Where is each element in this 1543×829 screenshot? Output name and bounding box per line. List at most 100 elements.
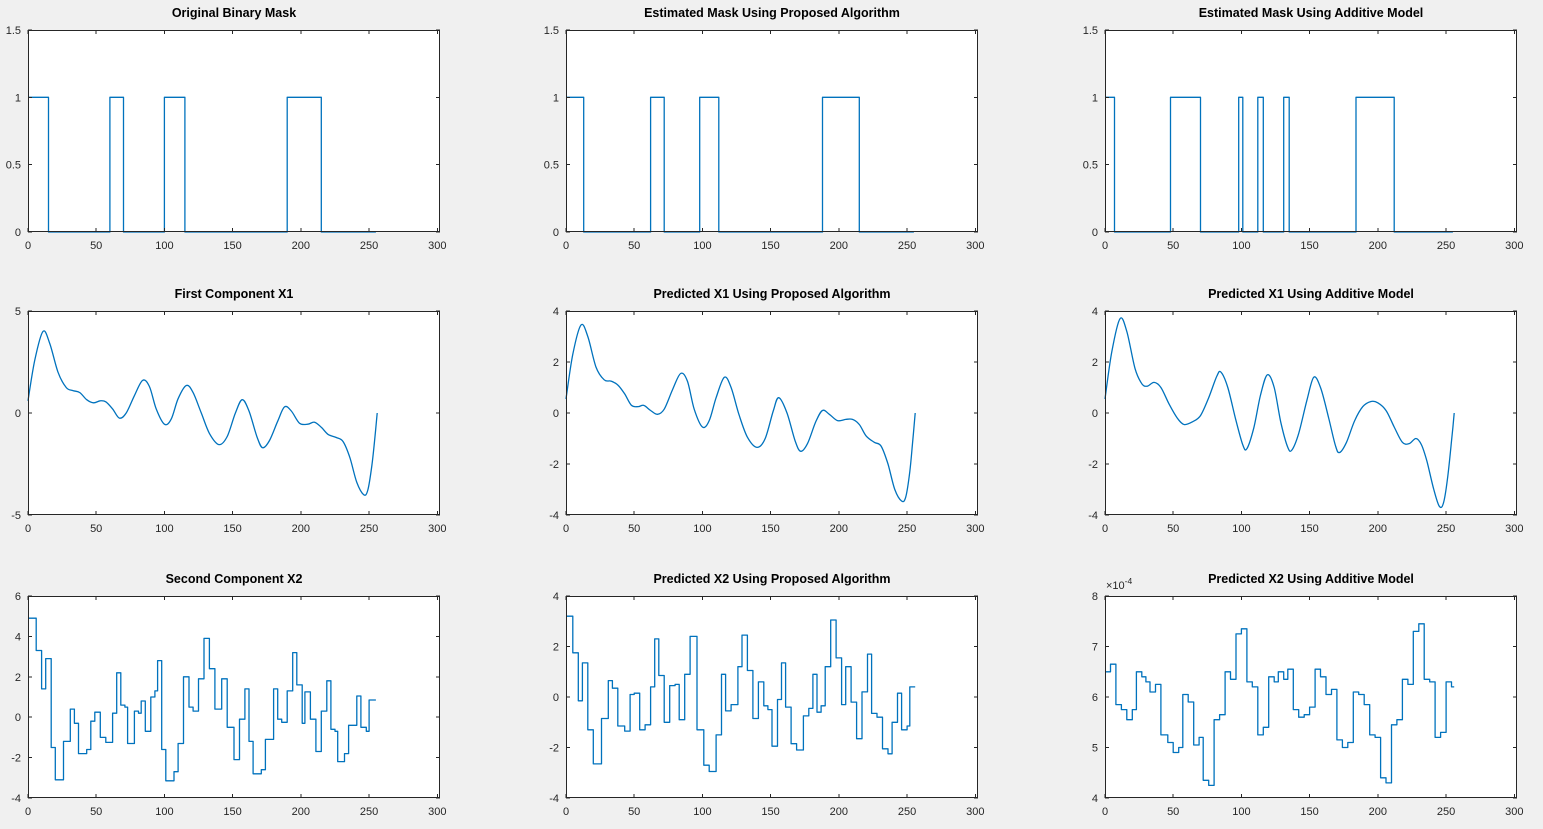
x-tick-label: 200 <box>1369 806 1387 818</box>
x-tick-label: 50 <box>90 240 102 252</box>
plot-canvas-second-component-x2: 0 50 100 150 200 250 300 -4 -2 0 2 4 6 <box>11 591 446 818</box>
tick-marks <box>565 310 978 516</box>
x-tick-label: 150 <box>761 240 779 252</box>
tick-marks <box>27 595 440 799</box>
y-tick-label: 0 <box>553 227 559 239</box>
plot-area <box>1105 30 1517 232</box>
x-tick-label: 300 <box>1505 523 1523 535</box>
x-tick-label: 300 <box>966 523 984 535</box>
tick-marks <box>27 310 440 516</box>
subplot-first-component-x1: First Component X1 0 50 100 150 200 250 300 -5 0… <box>0 283 462 549</box>
x-tick-label: 300 <box>428 806 446 818</box>
y-tick-label: 1 <box>553 92 559 104</box>
subplot-predicted-x1-additive: Predicted X1 Using Additive Model 0 50 100… <box>1060 283 1539 549</box>
plot-area <box>1105 596 1517 798</box>
y-tick-label: 0 <box>15 408 21 420</box>
x-tick-label: 150 <box>223 523 241 535</box>
subplot-predicted-x2-additive: Predicted X2 Using Additive Model 0 50 100… <box>1060 568 1539 829</box>
tick-marks <box>1104 29 1517 233</box>
x-tick-label: 0 <box>1102 523 1108 535</box>
tick-marks <box>565 29 978 233</box>
y-tick-label: 0.5 <box>1083 160 1098 172</box>
x-tick-label: 150 <box>761 806 779 818</box>
x-tick-label: 200 <box>830 240 848 252</box>
x-tick-label: 100 <box>1232 806 1250 818</box>
x-tick-label: 50 <box>1167 240 1179 252</box>
x-tick-label: 0 <box>563 523 569 535</box>
plot-area <box>566 30 978 232</box>
y-tick-label: 8 <box>1092 591 1098 603</box>
y-tick-label: 4 <box>1092 306 1098 318</box>
signal-line <box>1104 317 1455 509</box>
x-tick-label: 50 <box>1167 806 1179 818</box>
x-tick-label: 250 <box>360 240 378 252</box>
y-tick-label: 4 <box>553 591 559 603</box>
x-tick-label: 200 <box>1369 240 1387 252</box>
y-tick-label: 1 <box>15 92 21 104</box>
x-tick-label: 250 <box>898 806 916 818</box>
y-tick-label: 2 <box>15 672 21 684</box>
x-tick-label: 250 <box>1437 240 1455 252</box>
subplot-original-binary-mask: Original Binary Mask 0 50 100 150 200 250 300 0… <box>0 2 462 266</box>
y-tick-label: 0 <box>1092 408 1098 420</box>
y-tick-label: 0.5 <box>6 160 21 172</box>
x-tick-label: 150 <box>1300 806 1318 818</box>
subplot-predicted-x2-proposed: Predicted X2 Using Proposed Algorithm 0 5… <box>521 568 1000 829</box>
x-tick-label: 150 <box>223 240 241 252</box>
x-tick-label: 250 <box>898 523 916 535</box>
plot-title: Predicted X1 Using Additive Model <box>1208 287 1414 301</box>
axes-box <box>28 596 440 798</box>
x-tick-label: 250 <box>1437 523 1455 535</box>
x-tick-label: 200 <box>830 806 848 818</box>
subplot-estimated-mask-additive: Estimated Mask Using Additive Model 0 50 1… <box>1060 2 1539 266</box>
y-tick-label: -4 <box>11 793 21 805</box>
plot-canvas-predicted-x2-additive: 0 50 100 150 200 250 300 4 5 6 7 8 ×10-4 <box>1092 576 1524 818</box>
x-tick-label: 300 <box>428 240 446 252</box>
y-tick-label: -4 <box>549 793 559 805</box>
x-tick-label: 200 <box>1369 523 1387 535</box>
x-tick-label: 150 <box>223 806 241 818</box>
axes-box <box>28 30 440 232</box>
signal-line <box>1105 96 1453 233</box>
subplot-second-component-x2: Second Component X2 0 50 100 150 200 250 300 -4… <box>0 568 462 829</box>
x-tick-label: 300 <box>1505 240 1523 252</box>
x-tick-label: 250 <box>360 523 378 535</box>
x-tick-label: 250 <box>1437 806 1455 818</box>
y-tick-label: 4 <box>553 306 559 318</box>
x-tick-label: 300 <box>428 523 446 535</box>
x-tick-label: 300 <box>966 806 984 818</box>
y-tick-label: 0 <box>553 408 559 420</box>
x-tick-label: 150 <box>1300 240 1318 252</box>
y-tick-label: 2 <box>553 357 559 369</box>
tick-marks <box>1104 595 1517 799</box>
y-tick-label: 2 <box>553 642 559 654</box>
plot-area <box>28 596 440 798</box>
y-tick-label: -4 <box>549 510 559 522</box>
plot-title: Second Component X2 <box>165 572 303 586</box>
x-tick-label: 300 <box>1505 806 1523 818</box>
x-tick-label: 100 <box>1232 523 1250 535</box>
x-tick-label: 50 <box>90 523 102 535</box>
y-tick-label: 0 <box>553 692 559 704</box>
x-tick-label: 200 <box>292 523 310 535</box>
x-tick-label: 100 <box>693 240 711 252</box>
x-tick-label: 100 <box>1232 240 1250 252</box>
x-tick-label: 300 <box>966 240 984 252</box>
axes-box <box>566 30 978 232</box>
subplot-predicted-x1-proposed: Predicted X1 Using Proposed Algorithm 0 5… <box>521 283 1000 549</box>
y-tick-label: 1.5 <box>1083 25 1098 37</box>
y-tick-label: 0 <box>1092 227 1098 239</box>
y-tick-label: 2 <box>1092 357 1098 369</box>
x-tick-label: 50 <box>628 806 640 818</box>
y-tick-label: -2 <box>1088 459 1098 471</box>
signal-line <box>565 323 916 503</box>
x-tick-label: 50 <box>628 523 640 535</box>
y-tick-label: -2 <box>549 743 559 755</box>
plot-title: Predicted X2 Using Proposed Algorithm <box>653 572 891 586</box>
x-tick-label: 0 <box>25 806 31 818</box>
x-tick-label: 150 <box>1300 523 1318 535</box>
plot-area <box>1105 311 1517 515</box>
plot-canvas-predicted-x1-additive: 0 50 100 150 200 250 300 -4 -2 0 2 4 <box>1088 306 1523 535</box>
y-tick-label: 6 <box>1092 692 1098 704</box>
subplot-estimated-mask-proposed: Estimated Mask Using Proposed Algorithm … <box>521 2 1000 266</box>
